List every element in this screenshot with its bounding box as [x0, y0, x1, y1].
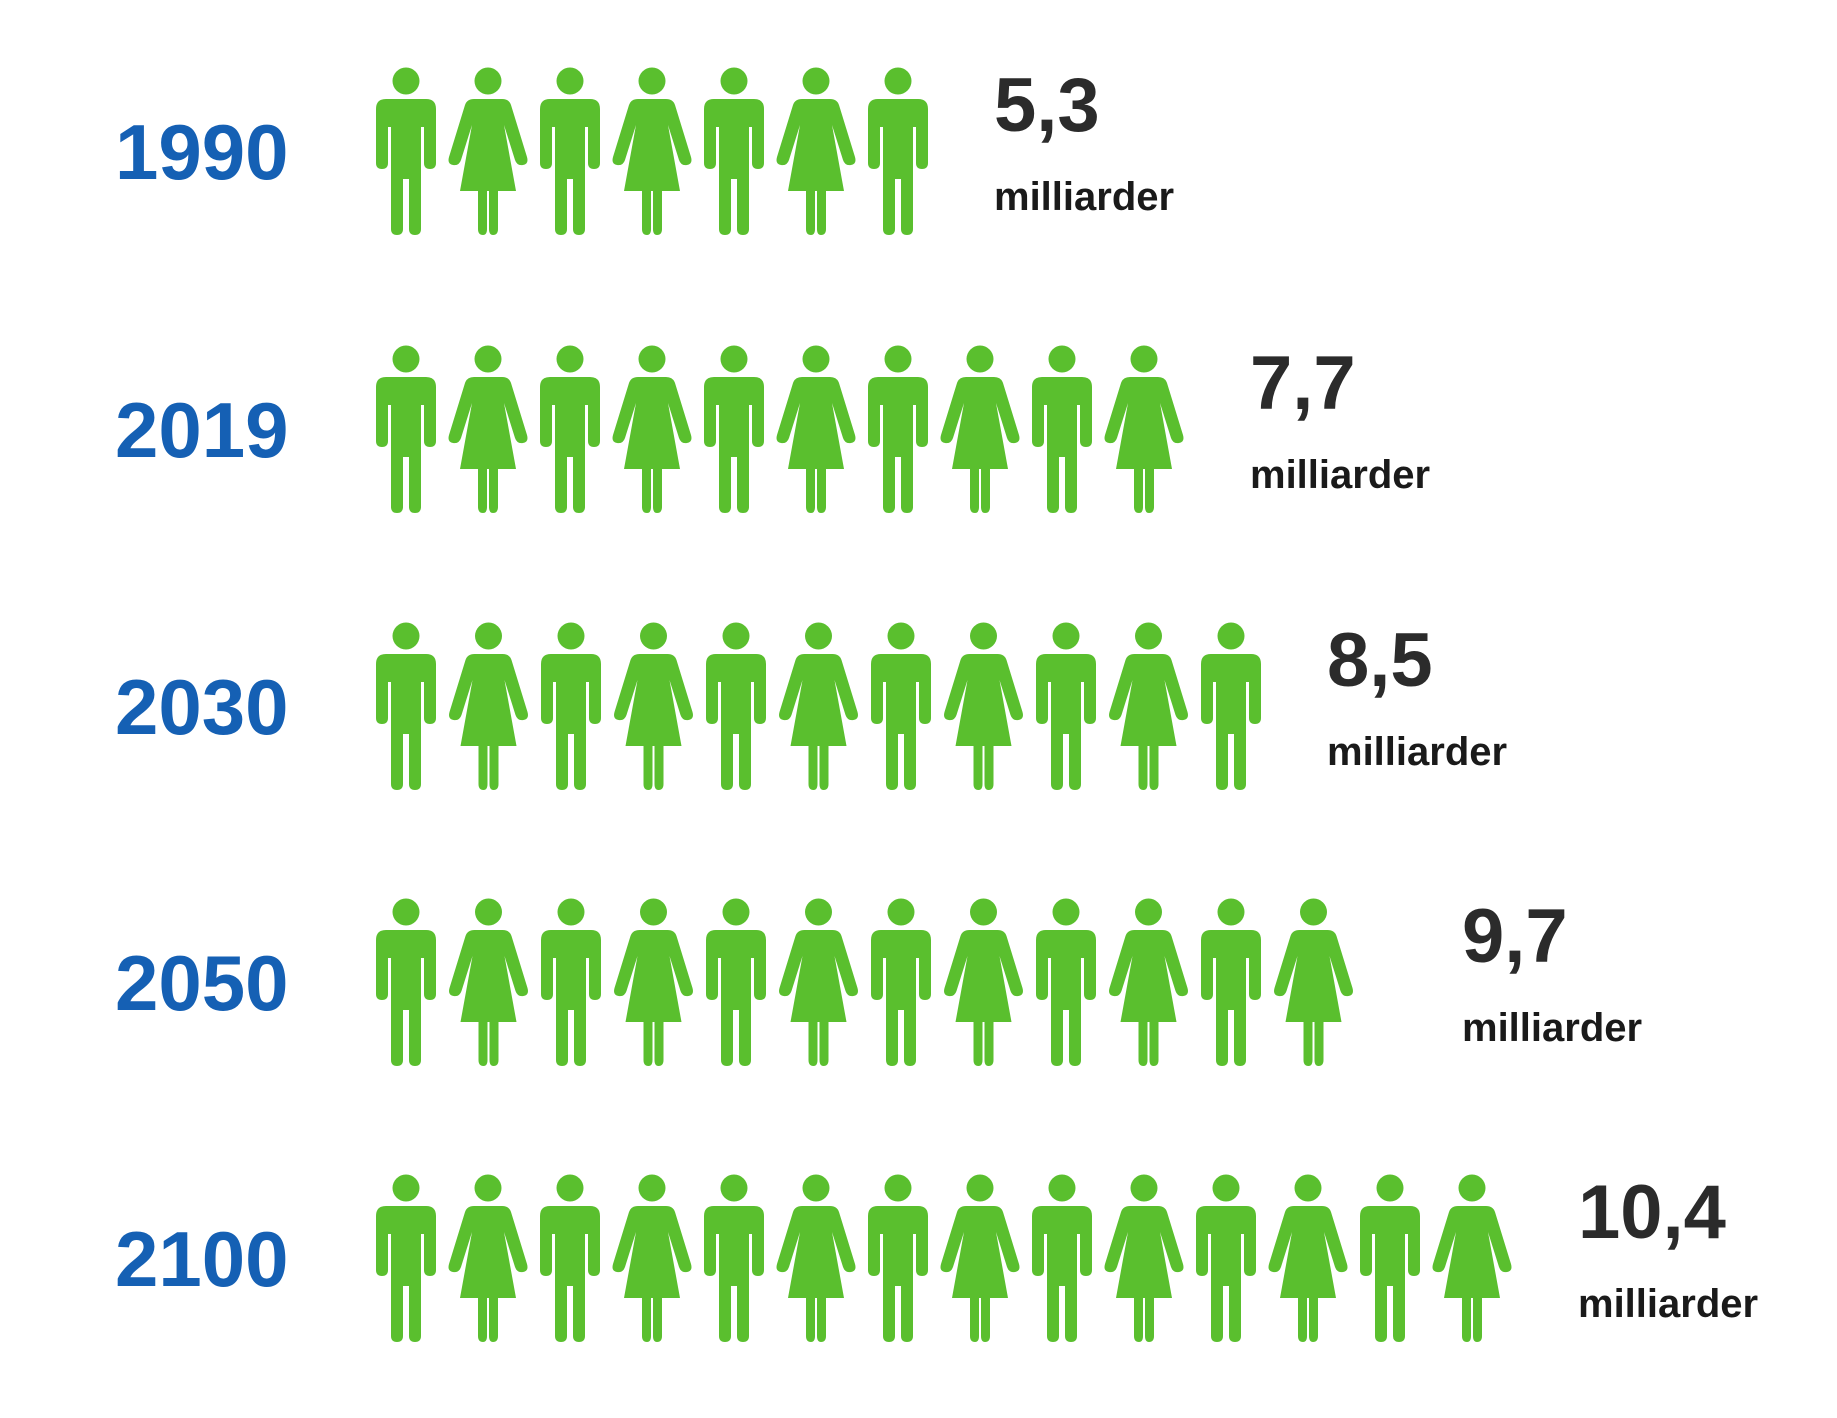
female-icon — [448, 345, 528, 513]
male-icon — [1196, 1174, 1256, 1342]
female-icon — [940, 345, 1020, 513]
male-icon — [706, 622, 766, 790]
unit-label: milliarder — [994, 175, 1174, 219]
chart-row-2030: 2030 8,5 milliarder — [115, 618, 1507, 790]
chart-row-2019: 2019 7,7 milliarder — [115, 341, 1430, 513]
male-icon — [541, 622, 601, 790]
male-icon — [1032, 345, 1092, 513]
male-icon — [376, 345, 436, 513]
female-icon — [448, 67, 528, 235]
female-icon — [614, 898, 693, 1066]
male-icon — [540, 67, 600, 235]
male-icon — [1201, 898, 1261, 1066]
year-label: 2050 — [115, 939, 289, 1027]
female-icon — [776, 345, 856, 513]
partial-male-icon — [1366, 898, 1398, 1066]
value-label: 9,7 — [1462, 894, 1568, 979]
male-icon — [1201, 622, 1261, 790]
male-icon — [1032, 1174, 1092, 1342]
female-icon — [1104, 345, 1184, 513]
female-icon — [776, 1174, 856, 1342]
unit-label: milliarder — [1250, 453, 1430, 497]
female-icon — [944, 898, 1023, 1066]
value-label: 7,7 — [1250, 341, 1356, 426]
female-icon — [1109, 622, 1188, 790]
male-icon — [871, 898, 931, 1066]
female-icon — [1109, 898, 1188, 1066]
male-icon — [868, 67, 928, 235]
female-icon — [448, 1174, 528, 1342]
male-icon — [540, 1174, 600, 1342]
male-icon — [704, 345, 764, 513]
unit-label: milliarder — [1462, 1006, 1642, 1050]
male-icon — [704, 1174, 764, 1342]
male-icon — [376, 67, 436, 235]
male-icon — [1036, 622, 1096, 790]
chart-row-1990: 1990 5,3 milliarder — [115, 63, 1174, 235]
female-icon — [776, 67, 856, 235]
value-label: 8,5 — [1327, 618, 1433, 703]
male-icon — [868, 345, 928, 513]
female-icon — [612, 67, 692, 235]
male-icon — [704, 67, 764, 235]
male-icon — [376, 622, 436, 790]
chart-row-2100: 2100 10,4 milliarder — [115, 1170, 1758, 1342]
male-icon — [376, 898, 436, 1066]
year-label: 1990 — [115, 108, 289, 196]
year-label: 2030 — [115, 663, 289, 751]
male-icon — [540, 345, 600, 513]
female-icon — [612, 1174, 692, 1342]
male-icon — [871, 622, 931, 790]
male-icon — [706, 898, 766, 1066]
female-icon — [1274, 898, 1353, 1066]
female-icon — [944, 622, 1023, 790]
year-label: 2019 — [115, 386, 289, 474]
chart-row-2050: 2050 9,7 milliarder — [115, 894, 1642, 1066]
female-icon — [449, 622, 528, 790]
female-icon — [779, 622, 858, 790]
male-icon — [541, 898, 601, 1066]
male-icon — [376, 1174, 436, 1342]
value-label: 5,3 — [994, 63, 1100, 148]
unit-label: milliarder — [1327, 730, 1507, 774]
male-icon — [868, 1174, 928, 1342]
female-icon — [612, 345, 692, 513]
year-label: 2100 — [115, 1215, 289, 1303]
value-label: 10,4 — [1578, 1170, 1726, 1255]
female-icon — [614, 622, 693, 790]
male-icon — [1360, 1174, 1420, 1342]
female-icon — [940, 1174, 1020, 1342]
male-icon — [1036, 898, 1096, 1066]
unit-label: milliarder — [1578, 1282, 1758, 1326]
female-icon — [1432, 1174, 1512, 1342]
female-icon — [1104, 1174, 1184, 1342]
female-icon — [1268, 1174, 1348, 1342]
female-icon — [449, 898, 528, 1066]
female-icon — [779, 898, 858, 1066]
